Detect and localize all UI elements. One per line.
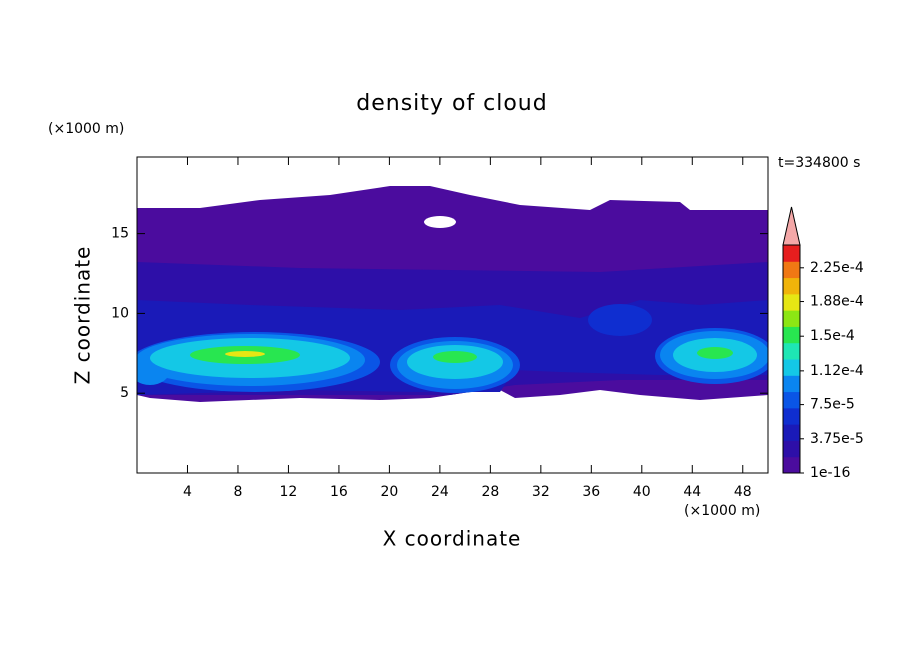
x-tick-label: 28 bbox=[481, 484, 499, 500]
colorbar-band bbox=[783, 391, 800, 409]
x-axis-label: X coordinate bbox=[383, 527, 522, 551]
colorbar-band bbox=[783, 245, 800, 262]
colorbar-band bbox=[783, 440, 800, 458]
colorbar-band bbox=[783, 261, 800, 279]
colorbar-tick-label: 1.88e-4 bbox=[810, 294, 864, 310]
y-unit: (×1000 m) bbox=[48, 121, 124, 137]
colorbar-band bbox=[783, 293, 800, 311]
colorbar-band bbox=[783, 326, 800, 344]
y-axis-label: Z coordinate bbox=[71, 246, 95, 385]
x-tick-label: 40 bbox=[633, 484, 651, 500]
colorbar-tick-label: 7.5e-5 bbox=[810, 397, 855, 413]
colorbar-band bbox=[783, 424, 800, 441]
contour-region bbox=[697, 347, 733, 359]
colorbar-band bbox=[783, 407, 800, 425]
colorbar-tick-label: 1.12e-4 bbox=[810, 363, 864, 379]
contour-hole bbox=[424, 216, 456, 228]
colorbar-band bbox=[783, 342, 800, 360]
x-tick-label: 12 bbox=[280, 484, 298, 500]
x-tick-label: 20 bbox=[380, 484, 398, 500]
x-tick-label: 24 bbox=[431, 484, 449, 500]
y-tick-label: 10 bbox=[111, 305, 129, 321]
colorbar-tick-label: 1e-16 bbox=[810, 465, 850, 481]
colorbar-band bbox=[783, 375, 800, 393]
x-tick-label: 4 bbox=[183, 484, 192, 500]
contour-region bbox=[588, 304, 652, 336]
x-tick-label: 8 bbox=[233, 484, 242, 500]
x-tick-label: 36 bbox=[582, 484, 600, 500]
colorbar-tick-label: 1.5e-4 bbox=[810, 328, 855, 344]
x-tick-label: 48 bbox=[734, 484, 752, 500]
x-tick-label: 32 bbox=[532, 484, 550, 500]
x-unit: (×1000 m) bbox=[684, 503, 760, 519]
contour-field bbox=[137, 186, 768, 402]
y-tick-label: 15 bbox=[111, 226, 129, 242]
colorbar-band bbox=[783, 277, 800, 295]
plot-frame bbox=[136, 156, 769, 474]
chart-title: density of cloud bbox=[356, 91, 547, 116]
colorbar-band bbox=[783, 456, 800, 474]
x-tick-label: 44 bbox=[683, 484, 701, 500]
colorbar-extend bbox=[782, 206, 801, 246]
time-label: t=334800 s bbox=[778, 155, 860, 171]
colorbar-band bbox=[783, 310, 800, 327]
y-tick-label: 5 bbox=[120, 385, 129, 401]
contour-region bbox=[433, 351, 477, 363]
colorbar-tick-label: 2.25e-4 bbox=[810, 260, 864, 276]
x-tick-label: 16 bbox=[330, 484, 348, 500]
colorbar-frame bbox=[782, 244, 801, 474]
colorbar-band bbox=[783, 359, 800, 376]
colorbar-tick-label: 3.75e-5 bbox=[810, 431, 864, 447]
contour-region bbox=[225, 351, 265, 357]
